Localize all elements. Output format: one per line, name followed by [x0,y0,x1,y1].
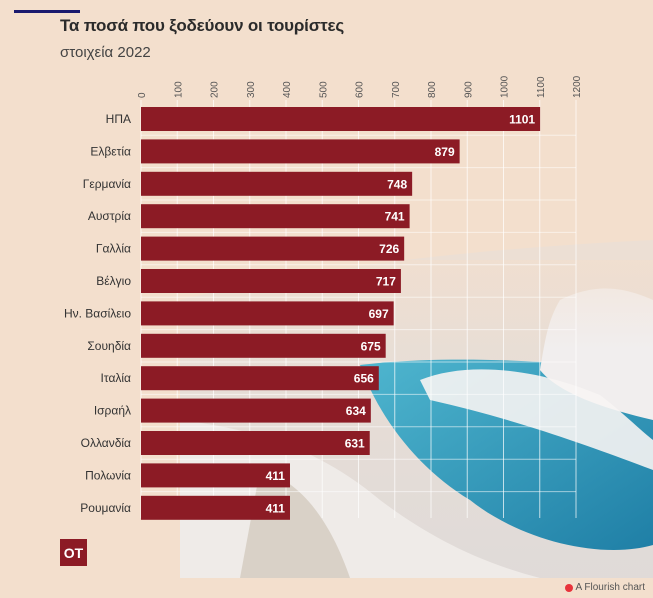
ot-logo[interactable]: OT [60,539,87,566]
bar[interactable] [141,495,290,520]
x-tick-label: 100 [173,81,184,98]
accent-line [14,10,80,13]
bar[interactable] [141,398,371,423]
x-tick-label: 1200 [572,75,583,98]
category-label: Πολωνία [85,468,131,482]
bar[interactable] [141,333,386,358]
category-label: Γερμανία [83,177,131,191]
bar-value-label: 656 [354,372,374,386]
x-tick-label: 0 [137,92,148,98]
bar[interactable] [141,366,379,391]
flourish-icon [564,583,573,592]
bar[interactable] [141,204,410,229]
bar[interactable] [141,463,290,488]
bar-value-label: 726 [379,242,399,256]
x-tick-label: 1000 [500,75,511,98]
bar-value-label: 411 [266,469,286,483]
bar-value-label: 634 [346,404,366,418]
x-tick-label: 400 [282,81,293,98]
category-label: Ολλανδία [81,436,131,450]
category-label: Γαλλία [96,242,131,256]
bar[interactable] [141,236,405,261]
category-label: ΗΠΑ [106,112,131,126]
bar-value-label: 741 [385,210,405,224]
bar-value-label: 879 [435,145,455,159]
category-label: Βέλγιο [96,274,131,288]
bar[interactable] [141,431,370,455]
bar[interactable] [141,301,394,326]
x-axis: 0 100 200 300 400 500 600 700 800 900 1000 1100 1200 [137,75,583,98]
x-tick-label: 700 [391,81,402,98]
category-label: Ισραήλ [94,404,131,418]
x-tick-label: 500 [318,81,329,98]
x-tick-label: 900 [463,81,474,98]
x-tick-label: 600 [355,81,366,98]
bar[interactable] [141,107,541,131]
category-label: Ην. Βασίλειο [64,306,131,320]
credit-text: A Flourish chart [575,582,645,593]
bar-value-label: 675 [361,339,381,353]
category-label: Αυστρία [88,209,131,223]
category-label: Ελβετία [90,144,131,158]
x-tick-label: 200 [210,81,221,98]
x-tick-label: 1100 [536,76,547,98]
bar-value-label: 631 [345,437,365,451]
category-label: Σουηδία [87,339,131,353]
flourish-credit[interactable]: A Flourish chart [564,582,645,593]
bar[interactable] [141,171,413,196]
x-tick-label: 300 [246,81,257,98]
chart-title: Τα ποσά που ξοδεύουν οι τουρίστες [60,16,345,35]
category-axis: ΗΠΑ Ελβετία Γερμανία Αυστρία Γαλλία Βέλγιο Ην.… [64,112,131,515]
category-label: Ρουμανία [80,501,131,515]
bar-value-label: 697 [369,307,389,321]
bar-value-label: 748 [387,177,407,191]
category-label: Ιταλία [101,371,132,385]
bar[interactable] [141,269,401,293]
chart-subtitle: στοιχεία 2022 [60,44,151,61]
x-tick-label: 800 [427,81,438,98]
bar-value-label: 1101 [509,113,535,127]
bar-value-label: 411 [266,501,286,515]
bar-value-label: 717 [376,275,396,289]
bar[interactable] [141,139,460,164]
bars: 1101 879 748 741 726 717 697 675 656 634 631 411 411 [141,107,541,520]
